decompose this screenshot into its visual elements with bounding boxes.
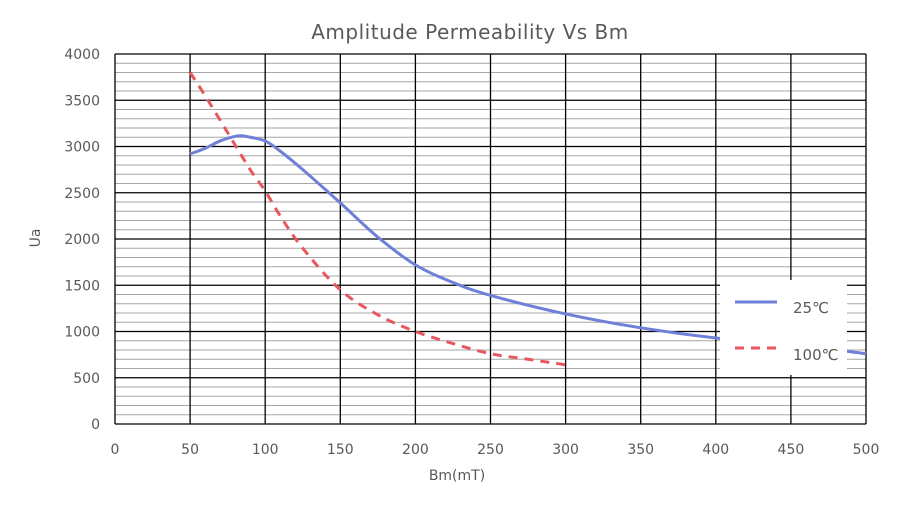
x-axis-ticks: 0 50 100 150 200 250 300 350 400 450 500	[111, 442, 880, 458]
x-tick-label: 500	[853, 442, 880, 458]
y-tick-label: 4000	[64, 47, 100, 63]
x-tick-label: 100	[252, 442, 279, 458]
series-line-1	[188, 71, 566, 367]
legend: 25℃ 100℃	[720, 280, 847, 375]
legend-background	[720, 280, 847, 375]
y-axis-label: Ua	[28, 229, 44, 248]
x-tick-label: 350	[627, 442, 654, 458]
y-tick-label: 3000	[64, 140, 100, 156]
y-tick-label: 500	[73, 371, 100, 387]
series-lines	[188, 71, 867, 367]
legend-label-25c: 25℃	[793, 299, 829, 317]
y-axis-ticks: 0 500 1000 1500 2000 2500 3000 3500 4000	[64, 47, 100, 433]
x-tick-label: 150	[327, 442, 354, 458]
x-tick-label: 200	[402, 442, 429, 458]
x-axis-label: Bm(mT)	[429, 468, 485, 484]
series-line-0	[189, 134, 867, 356]
y-tick-label: 0	[91, 417, 100, 433]
x-tick-label: 300	[552, 442, 579, 458]
y-tick-label: 1000	[64, 325, 100, 341]
x-tick-label: 0	[111, 442, 120, 458]
x-tick-label: 400	[702, 442, 729, 458]
y-tick-label: 2500	[64, 186, 100, 202]
y-tick-label: 1500	[64, 278, 100, 294]
x-tick-label: 250	[477, 442, 504, 458]
chart-title: Amplitude Permeability Vs Bm	[311, 20, 628, 44]
y-tick-label: 3500	[64, 93, 100, 109]
legend-label-100c: 100℃	[793, 346, 838, 364]
x-tick-label: 50	[181, 442, 199, 458]
y-tick-label: 2000	[64, 232, 100, 248]
major-gridlines	[114, 53, 867, 425]
x-tick-label: 450	[778, 442, 805, 458]
